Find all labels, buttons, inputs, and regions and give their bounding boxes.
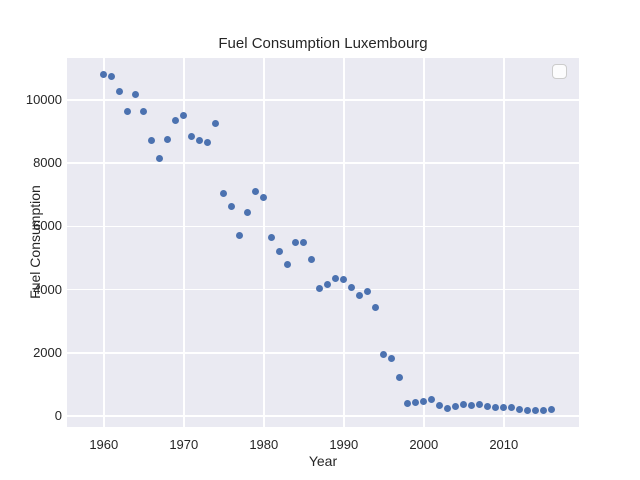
data-point [236, 231, 244, 239]
data-point [140, 108, 148, 116]
data-point [100, 70, 108, 78]
data-point [268, 234, 276, 242]
data-point [108, 72, 116, 80]
y-tick-label: 10000 [25, 92, 62, 108]
x-gridline [183, 58, 185, 427]
x-tick-label: 1980 [249, 437, 279, 452]
data-point [332, 274, 340, 282]
x-tick-label: 1990 [329, 437, 359, 452]
data-point [444, 405, 452, 413]
y-tick-label: 0 [54, 407, 62, 423]
x-gridline [103, 58, 105, 427]
data-point [156, 154, 164, 162]
data-point [300, 239, 308, 247]
y-tick-label: 8000 [33, 155, 62, 171]
y-gridline [67, 352, 579, 354]
data-point [316, 285, 324, 293]
data-point [148, 136, 156, 144]
data-point [476, 400, 484, 408]
x-tick-label: 2010 [489, 437, 519, 452]
data-point [532, 407, 540, 415]
data-point [460, 401, 468, 409]
data-point [372, 304, 380, 312]
y-tick-label: 2000 [33, 344, 62, 360]
data-point [348, 283, 356, 291]
x-gridline [423, 58, 425, 427]
data-point [164, 136, 172, 144]
y-gridline [67, 415, 579, 417]
data-point [484, 403, 492, 411]
data-point [508, 404, 516, 412]
y-gridline [67, 99, 579, 101]
data-point [388, 355, 396, 363]
data-point [244, 208, 252, 216]
data-point [116, 88, 124, 96]
data-point [468, 402, 476, 410]
data-point [492, 403, 500, 411]
data-point [516, 406, 524, 414]
data-point [132, 91, 140, 99]
data-point [228, 203, 236, 211]
data-point [292, 239, 300, 247]
data-point [180, 111, 188, 119]
data-point [548, 406, 556, 414]
data-point [284, 261, 292, 269]
chart-title: Fuel Consumption Luxembourg [218, 35, 428, 52]
data-point [364, 288, 372, 296]
data-point [436, 402, 444, 410]
x-gridline [503, 58, 505, 427]
x-tick-label: 2000 [409, 437, 439, 452]
x-gridline [263, 58, 265, 427]
data-point [500, 403, 508, 411]
data-point [220, 189, 228, 197]
data-point [212, 119, 220, 127]
y-gridline [67, 225, 579, 228]
data-point [308, 256, 316, 264]
y-tick-label: 6000 [33, 218, 62, 234]
data-point [324, 281, 332, 289]
x-axis-label: Year [308, 453, 338, 469]
data-point [524, 407, 532, 415]
y-tick-label: 4000 [33, 281, 62, 297]
data-point [404, 400, 412, 408]
y-gridline [67, 288, 579, 291]
data-point [260, 194, 268, 202]
data-point [412, 399, 420, 407]
legend-box [552, 64, 567, 79]
data-point [188, 133, 196, 141]
data-point [380, 350, 388, 358]
plot-area [67, 58, 579, 427]
y-gridline [67, 162, 579, 164]
x-tick-label: 1970 [169, 437, 199, 452]
data-point [396, 374, 404, 382]
data-point [276, 247, 284, 255]
x-gridline [343, 58, 345, 427]
data-point [428, 396, 436, 404]
data-point [540, 407, 548, 415]
data-point [124, 107, 132, 115]
data-point [172, 117, 180, 125]
data-point [204, 138, 212, 146]
data-point [356, 291, 364, 299]
data-point [452, 403, 460, 411]
data-point [340, 276, 348, 284]
data-point [420, 398, 428, 406]
data-point [196, 137, 204, 145]
data-point [252, 187, 260, 195]
x-tick-label: 1960 [89, 437, 119, 452]
